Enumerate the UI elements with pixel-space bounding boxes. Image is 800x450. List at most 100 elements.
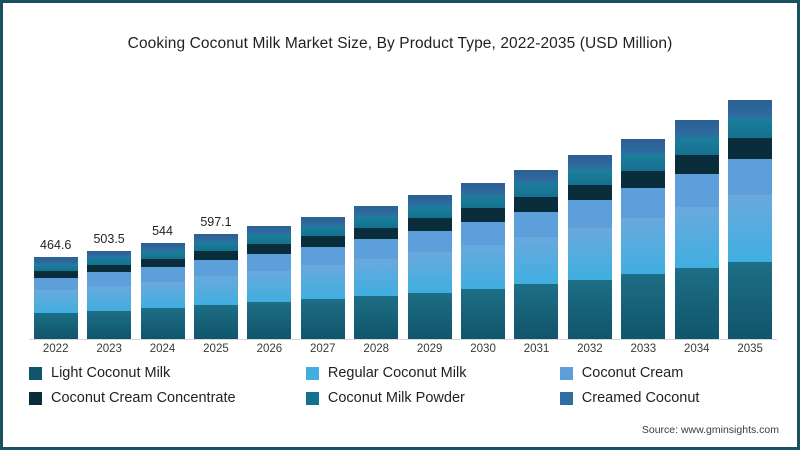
bar-slot[interactable] [403,77,456,339]
bar-segment[interactable] [567,184,612,201]
bar-slot[interactable] [243,77,296,339]
bar-slot[interactable] [617,77,670,339]
bar-segment[interactable] [728,158,773,195]
bar-segment[interactable] [461,195,506,209]
bar-segment[interactable] [300,265,345,300]
bar-segment[interactable] [407,218,452,231]
bar-segment[interactable] [567,168,612,185]
bar-segment[interactable] [621,218,666,275]
bar-slot[interactable]: 503.5 [82,77,135,339]
bar-segment[interactable] [567,279,612,339]
bar-slot[interactable] [723,77,776,339]
bar-segment[interactable] [140,267,185,282]
bar-segment[interactable] [407,206,452,219]
bar-stack[interactable] [728,99,773,339]
bar-segment[interactable] [33,312,78,339]
bar-segment[interactable] [621,274,666,339]
bar-segment[interactable] [87,250,132,258]
bar-segment[interactable] [461,208,506,222]
bar-segment[interactable] [407,195,452,207]
bar-segment[interactable] [87,285,132,311]
bar-segment[interactable] [728,194,773,262]
bar-segment[interactable] [514,182,559,198]
bar-segment[interactable] [33,270,78,278]
bar-stack[interactable] [140,243,185,339]
bar-segment[interactable] [354,296,399,339]
bar-segment[interactable] [193,234,238,243]
bar-stack[interactable] [674,120,719,339]
bar-segment[interactable] [407,230,452,253]
bar-segment[interactable] [193,275,238,306]
bar-segment[interactable] [514,284,559,339]
bar-segment[interactable] [33,257,78,264]
bar-segment[interactable] [354,239,399,260]
bar-segment[interactable] [247,253,292,271]
bar-segment[interactable] [193,260,238,276]
bar-segment[interactable] [461,245,506,289]
bar-segment[interactable] [621,138,666,154]
bar-segment[interactable] [514,237,559,285]
bar-segment[interactable] [674,268,719,339]
bar-segment[interactable] [407,252,452,293]
bar-slot[interactable] [456,77,509,339]
bar-segment[interactable] [247,302,292,339]
bar-segment[interactable] [728,99,773,118]
bar-segment[interactable] [674,120,719,137]
bar-segment[interactable] [674,136,719,156]
bar-segment[interactable] [354,216,399,228]
bar-segment[interactable] [461,183,506,196]
bar-stack[interactable] [87,250,132,339]
bar-segment[interactable] [33,289,78,313]
bar-segment[interactable] [354,227,399,240]
bar-segment[interactable] [247,244,292,254]
bar-segment[interactable] [193,251,238,261]
bar-segment[interactable] [674,174,719,208]
bar-segment[interactable] [300,246,345,266]
bar-stack[interactable] [621,138,666,339]
bar-stack[interactable] [514,170,559,339]
bar-slot[interactable] [510,77,563,339]
bar-segment[interactable] [140,281,185,309]
bar-segment[interactable] [514,211,559,238]
bar-segment[interactable] [567,228,612,280]
bar-segment[interactable] [300,225,345,237]
bar-slot[interactable] [670,77,723,339]
bar-segment[interactable] [247,234,292,245]
legend-item-light-coconut-milk[interactable]: Light Coconut Milk [29,365,306,381]
bar-segment[interactable] [567,155,612,169]
bar-segment[interactable] [461,288,506,339]
legend-item-coconut-cream[interactable]: Coconut Cream [559,365,749,381]
bar-segment[interactable] [193,305,238,339]
bar-segment[interactable] [621,153,666,171]
bar-segment[interactable] [728,138,773,159]
bar-segment[interactable] [674,155,719,175]
bar-segment[interactable] [674,207,719,269]
bar-segment[interactable] [140,250,185,259]
bar-segment[interactable] [300,216,345,226]
legend-item-regular-coconut-milk[interactable]: Regular Coconut Milk [305,365,560,381]
bar-slot[interactable] [350,77,403,339]
bar-segment[interactable] [300,299,345,339]
bar-segment[interactable] [728,261,773,339]
bar-segment[interactable] [87,264,132,273]
bar-segment[interactable] [461,221,506,246]
bar-segment[interactable] [87,310,132,339]
bar-slot[interactable] [563,77,616,339]
bar-slot[interactable]: 544 [136,77,189,339]
bar-stack[interactable] [247,225,292,339]
bar-segment[interactable] [621,170,666,189]
bar-slot[interactable]: 597.1 [189,77,242,339]
bar-stack[interactable] [354,206,399,339]
bar-segment[interactable] [247,270,292,303]
bar-segment[interactable] [514,197,559,212]
bar-segment[interactable] [140,308,185,339]
bar-segment[interactable] [247,225,292,235]
bar-slot[interactable] [296,77,349,339]
bar-segment[interactable] [140,258,185,268]
bar-segment[interactable] [33,263,78,271]
bar-stack[interactable] [193,234,238,339]
bar-segment[interactable] [407,292,452,339]
bar-stack[interactable] [33,257,78,339]
legend-item-coconut-milk-powder[interactable]: Coconut Milk Powder [305,390,560,406]
bar-stack[interactable] [407,195,452,339]
